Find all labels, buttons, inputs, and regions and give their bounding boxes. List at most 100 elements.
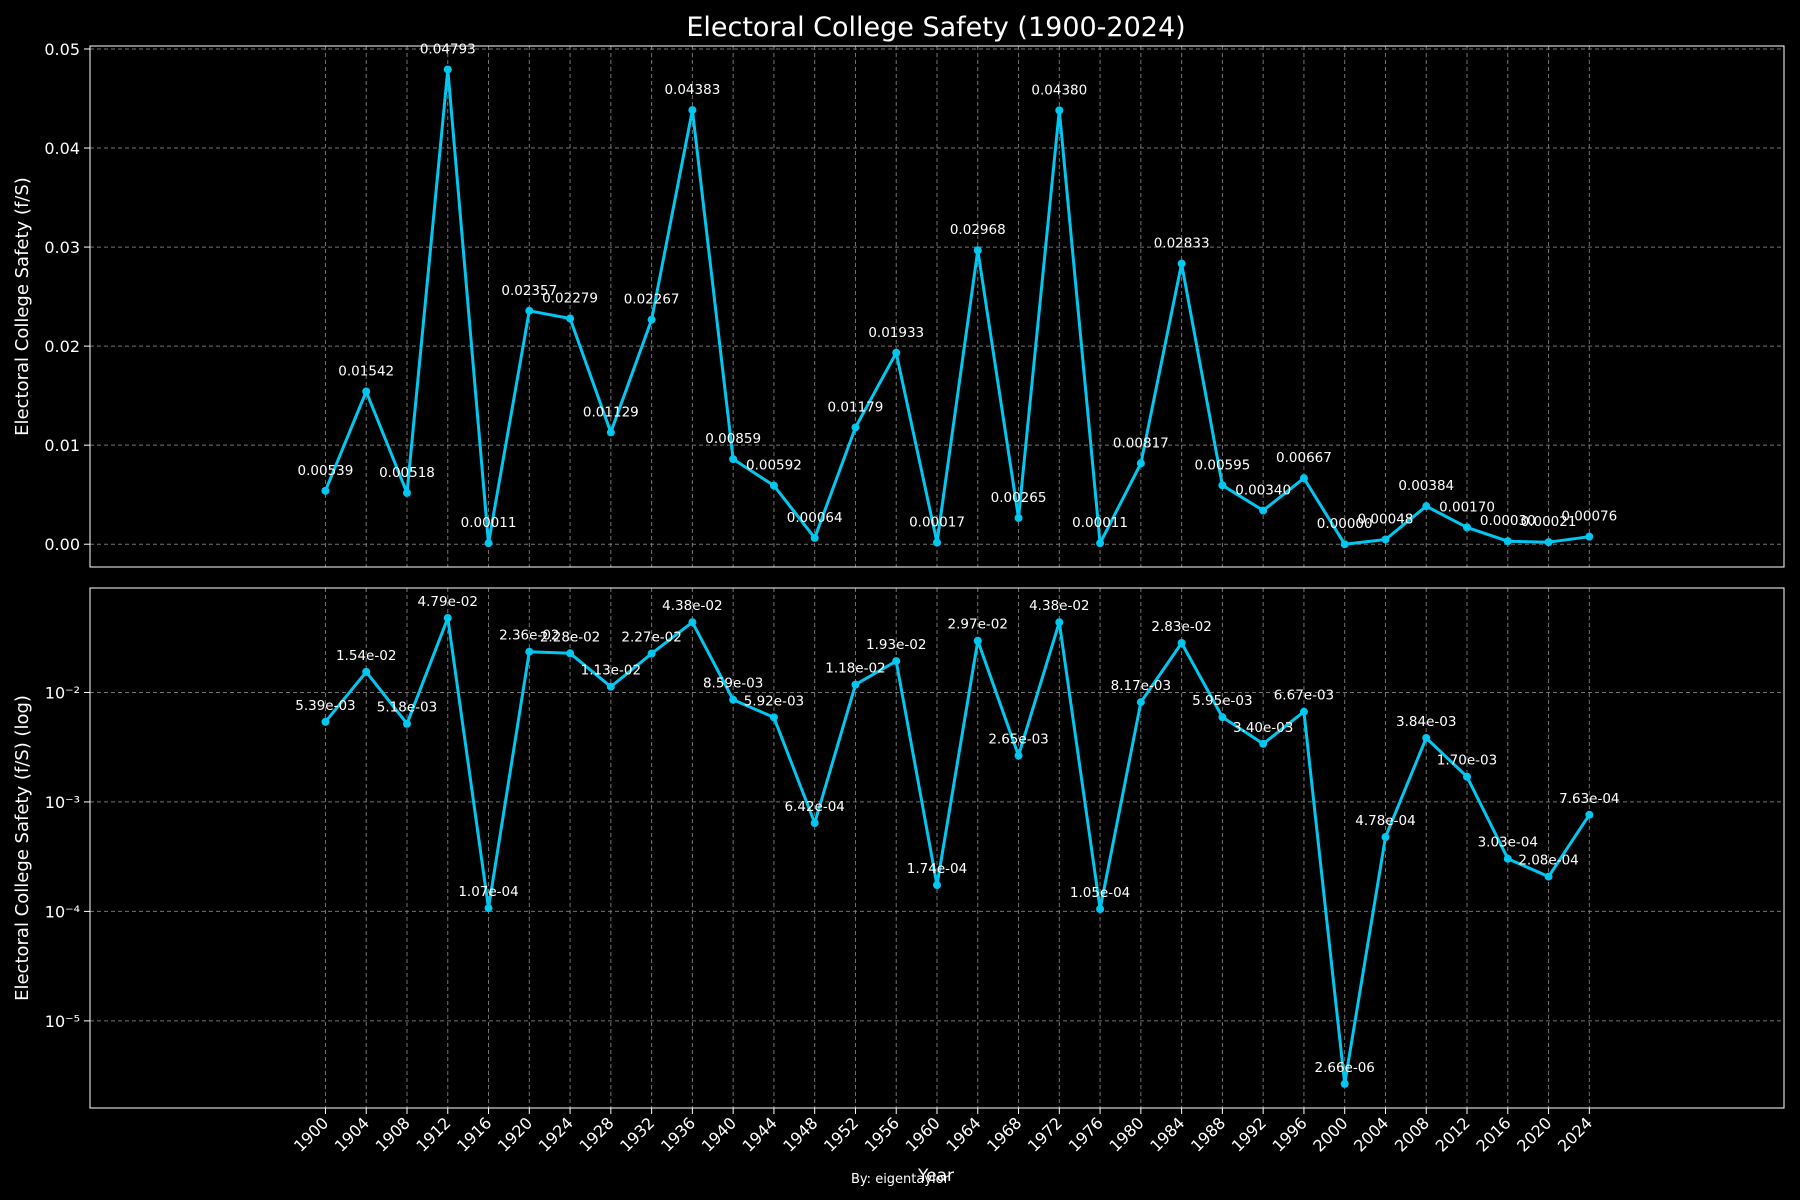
data-point [892, 348, 901, 357]
data-label: 0.00170 [1439, 499, 1495, 515]
data-point [1218, 713, 1227, 722]
data-label: 4.38e-02 [1029, 598, 1089, 614]
data-point [688, 106, 697, 115]
data-point [1422, 502, 1431, 511]
data-label: 0.00011 [1072, 515, 1128, 531]
data-point [525, 647, 534, 656]
data-label: 0.04380 [1031, 82, 1087, 98]
credit-text: By: eigentaylor [851, 1172, 950, 1187]
y-tick-label: 10⁻⁵ [45, 1012, 80, 1031]
data-label: 0.02833 [1154, 236, 1210, 252]
data-point [1585, 810, 1594, 819]
data-point [1096, 905, 1105, 914]
data-label: 0.01179 [828, 399, 884, 415]
y-tick-label: 0.01 [44, 436, 80, 455]
data-point [1136, 698, 1145, 707]
data-label: 3.03e-04 [1478, 835, 1538, 851]
data-label: 2.97e-02 [948, 617, 1008, 633]
data-point [769, 713, 778, 722]
data-point [851, 680, 860, 689]
data-point [1381, 833, 1390, 842]
data-label: 2.83e-02 [1151, 619, 1211, 635]
data-label: 0.00518 [379, 465, 435, 481]
data-label: 2.36e-02 [499, 628, 559, 644]
data-point [402, 719, 411, 728]
data-point [1503, 537, 1512, 546]
data-label: 0.02267 [624, 292, 680, 308]
data-point [1340, 540, 1349, 549]
data-point [566, 314, 575, 323]
data-label: 5.95e-03 [1192, 693, 1252, 709]
data-label: 3.84e-03 [1396, 714, 1456, 730]
data-point [1585, 532, 1594, 541]
data-label: 2.27e-02 [621, 630, 681, 646]
data-point [729, 455, 738, 464]
data-point [973, 246, 982, 255]
chart-title: Electoral College Safety (1900-2024) [686, 12, 1185, 43]
data-label: 0.00592 [746, 458, 802, 474]
data-point [362, 667, 371, 676]
data-point [566, 649, 575, 658]
data-label: 0.00017 [909, 514, 965, 530]
data-label: 1.05e-04 [1070, 885, 1130, 901]
data-label: 4.78e-04 [1355, 813, 1415, 829]
data-point [1422, 733, 1431, 742]
data-label: 1.07e-04 [458, 884, 518, 900]
data-label: 1.70e-03 [1437, 753, 1497, 769]
data-label: 0.00021 [1521, 514, 1577, 530]
linear-panel: 0.00 0.01 0.02 0.03 0.04 0.05 Electoral Colleg… [12, 40, 1785, 568]
data-point [443, 613, 452, 622]
data-point [933, 881, 941, 890]
data-label: 6.67e-03 [1274, 688, 1334, 704]
data-point [1014, 751, 1023, 760]
data-point [321, 486, 330, 495]
y-tick-label: 0.04 [44, 139, 80, 158]
data-label: 5.39e-03 [295, 698, 355, 714]
data-label: 0.00595 [1194, 457, 1250, 473]
data-label: 0.00030 [1480, 513, 1536, 529]
data-point [851, 423, 860, 432]
y-axis-label: Electoral College Safety (f/S) [12, 177, 33, 436]
data-label: 0.00265 [991, 490, 1047, 506]
data-label: 0.00859 [705, 431, 761, 447]
data-point [1055, 618, 1064, 627]
y-tick-label: 0.00 [44, 535, 80, 554]
data-point [1381, 535, 1390, 544]
y-axis-label: Electoral College Safety (f/S) (log) [12, 695, 33, 1001]
data-label: 1.74e-04 [907, 861, 967, 877]
data-point [1463, 523, 1472, 532]
data-point [769, 481, 778, 490]
data-label: 0.00817 [1113, 435, 1169, 451]
y-tick-label: 10⁻⁴ [45, 902, 80, 921]
data-label: 0.00011 [461, 515, 517, 531]
data-point [1503, 854, 1512, 863]
data-point [1299, 707, 1308, 716]
data-point [1096, 539, 1105, 548]
data-point [1136, 459, 1145, 468]
data-label: 0.02279 [542, 290, 598, 306]
data-point [1544, 538, 1553, 547]
data-label: 4.38e-02 [662, 598, 722, 614]
data-point [1463, 772, 1472, 781]
y-tick-label: 0.02 [44, 337, 80, 356]
data-label: 4.79e-02 [418, 594, 478, 610]
x-axis-label: Year [917, 1166, 954, 1186]
data-point [647, 315, 656, 324]
data-label: 5.18e-03 [377, 700, 437, 716]
data-label: 0.02357 [501, 283, 557, 299]
y-tick-label: 0.05 [44, 40, 80, 59]
data-point [810, 819, 819, 828]
data-point [606, 682, 615, 691]
data-label: 0.04793 [420, 41, 476, 57]
data-label: 0.01933 [868, 325, 924, 341]
data-point [443, 65, 452, 74]
data-point [1259, 506, 1268, 515]
data-label: 2.66e-06 [1314, 1060, 1374, 1076]
data-point [484, 539, 493, 548]
data-label: 0.00384 [1398, 478, 1454, 494]
data-point [1177, 638, 1186, 647]
series-line [324, 68, 1590, 546]
data-label: 0.00000 [1317, 516, 1373, 532]
data-point [688, 618, 697, 627]
